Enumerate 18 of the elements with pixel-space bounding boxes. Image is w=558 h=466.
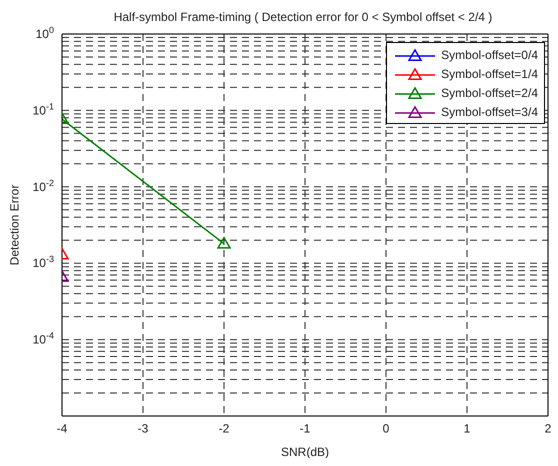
legend-label: Symbol-offset=0/4 — [441, 48, 538, 62]
x-tick-label: 2 — [544, 422, 552, 436]
chart-title: Half-symbol Frame-timing ( Detection error for 0 < Symbol offset < 2/4 ) — [112, 10, 494, 24]
y-tick-label: 10$^{-2}$ — [32, 178, 54, 194]
x-tick-label: 0 — [382, 422, 390, 436]
legend-label: Symbol-offset=3/4 — [441, 104, 538, 118]
y-axis-title: Detection Error — [7, 184, 22, 266]
y-tick-label: 10$^{-1}$ — [32, 101, 54, 118]
x-tick-label: -3 — [138, 422, 149, 436]
x-tick-label: 1 — [464, 422, 471, 436]
y-tick-label: 10$^{0}$ — [36, 25, 54, 41]
legend-label: Symbol-offset=2/4 — [441, 86, 538, 100]
y-tick-label: 10$^{-3}$ — [32, 254, 54, 270]
x-tick-label: -2 — [218, 422, 230, 436]
x-tick-label: -4 — [56, 422, 68, 436]
legend-label: Symbol-offset=1/4 — [441, 66, 538, 80]
x-tick-label: -1 — [300, 422, 311, 436]
y-tick-label: 10$^{-4}$ — [32, 330, 54, 347]
